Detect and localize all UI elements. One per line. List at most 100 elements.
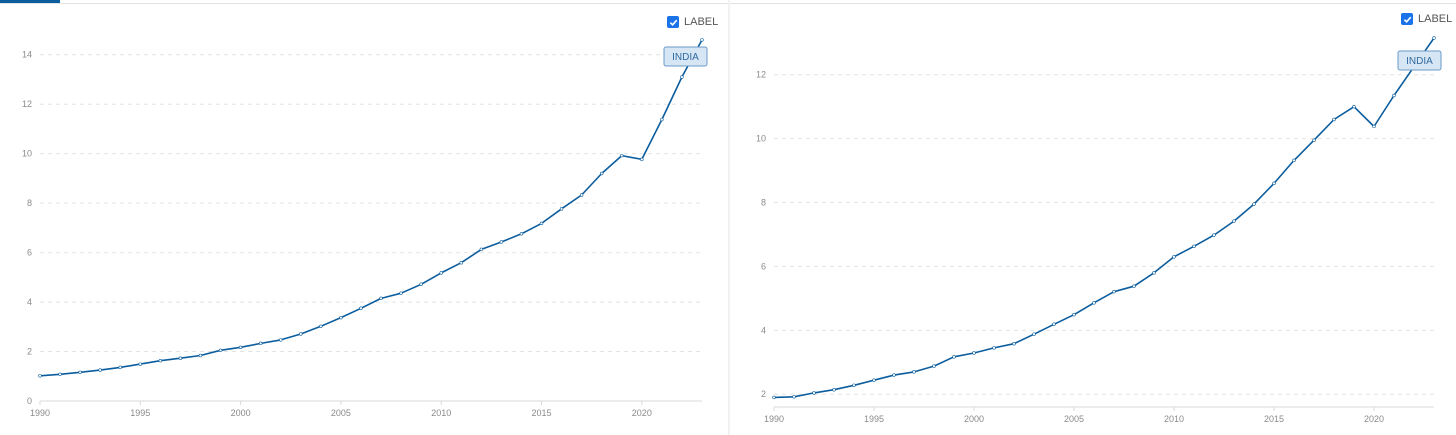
- panel-divider: [728, 0, 730, 435]
- x-tick-label: 2000: [231, 408, 251, 418]
- x-tick-label: 2005: [1064, 414, 1084, 424]
- data-point: [972, 351, 976, 355]
- data-point: [952, 355, 956, 359]
- x-tick-label: 2000: [964, 414, 984, 424]
- data-point: [1292, 158, 1296, 163]
- line-chart-right: 2 4 6 8 10 12 1990 1995 2000 2005 2010 2015 2020 INDI…: [756, 36, 1442, 424]
- label-checkbox[interactable]: [667, 16, 679, 28]
- data-point: [1332, 117, 1336, 122]
- line-chart-left: 0 2 4 6 8 10 12 14 1990 1995 2000 2005 2010 2015 2020 I…: [22, 38, 708, 418]
- data-point: [1172, 255, 1176, 259]
- label-toggle-text: LABEL: [684, 16, 719, 28]
- data-point: [1192, 244, 1196, 248]
- tab-bar-divider: [0, 3, 728, 4]
- y-tick-label: 6: [761, 261, 766, 271]
- data-point: [178, 356, 183, 360]
- series-tag: INDIA: [1397, 50, 1442, 71]
- chart-panel-right: LABEL 2 4 6 8 10 12 1990 1995 2000 2005 2010 2015 20…: [730, 0, 1456, 435]
- data-point: [479, 247, 484, 252]
- data-point: [1352, 104, 1356, 109]
- data-point: [198, 353, 203, 358]
- data-point: [1032, 332, 1036, 336]
- data-point: [992, 346, 996, 350]
- data-point: [58, 372, 62, 376]
- y-tick-label: 6: [27, 248, 32, 258]
- data-point: [579, 193, 584, 197]
- data-point: [1252, 202, 1256, 206]
- x-tick-label: 2015: [1264, 414, 1284, 424]
- series-tag: INDIA: [663, 46, 708, 67]
- y-tick-label: 12: [22, 99, 32, 109]
- y-tick-label: 2: [27, 347, 32, 357]
- x-tick-label: 2010: [431, 408, 451, 418]
- data-point: [812, 391, 816, 395]
- data-point: [78, 370, 82, 375]
- data-point: [932, 364, 936, 368]
- data-point: [359, 306, 363, 310]
- x-tick-label: 1995: [864, 414, 884, 424]
- data-point: [892, 373, 896, 377]
- data-point: [499, 240, 504, 244]
- label-toggle-text: LABEL: [1418, 13, 1453, 25]
- data-point: [1012, 342, 1016, 346]
- y-tick-label: 4: [27, 297, 32, 307]
- data-point: [872, 378, 876, 382]
- data-point: [1092, 301, 1096, 305]
- y-tick-label: 2: [761, 389, 766, 399]
- data-point: [439, 271, 443, 275]
- y-tick-label: 12: [756, 70, 766, 80]
- y-tick-label: 10: [22, 149, 32, 159]
- data-point: [852, 383, 856, 387]
- x-tick-label: 2015: [531, 408, 551, 418]
- data-point: [38, 374, 42, 378]
- series-line: [773, 37, 1435, 399]
- x-tick-label: 1990: [764, 414, 784, 424]
- x-tick-label: 2010: [1164, 414, 1184, 424]
- active-tab-indicator[interactable]: [0, 0, 60, 3]
- data-point: [1212, 233, 1216, 237]
- y-tick-label: 14: [22, 50, 32, 60]
- data-point: [1132, 284, 1136, 288]
- data-point: [118, 365, 122, 370]
- data-point: [1372, 124, 1376, 129]
- data-point: [1052, 322, 1056, 326]
- data-point: [792, 395, 796, 399]
- data-point: [138, 362, 143, 366]
- data-point: [258, 341, 263, 346]
- data-point: [539, 221, 544, 226]
- data-point: [1392, 93, 1396, 98]
- data-point: [299, 332, 303, 336]
- data-point: [912, 370, 916, 374]
- series-tag-box: [1397, 50, 1442, 71]
- data-point: [640, 157, 644, 162]
- data-point: [1152, 271, 1156, 275]
- data-point: [399, 291, 403, 295]
- data-point: [620, 153, 624, 158]
- data-point: [1432, 36, 1436, 40]
- data-point: [519, 232, 524, 236]
- series-tag-box: [663, 46, 708, 67]
- data-point: [419, 282, 423, 286]
- y-tick-label: 8: [761, 198, 766, 208]
- checkmark-icon: [669, 19, 677, 26]
- data-point: [1272, 181, 1276, 186]
- data-point: [319, 324, 323, 329]
- series-tag-text: INDIA: [1406, 56, 1433, 67]
- checkmark-icon: [1403, 16, 1411, 23]
- data-point: [238, 345, 243, 350]
- label-toggle[interactable]: LABEL: [667, 16, 718, 28]
- data-point: [559, 207, 564, 211]
- series-line: [39, 39, 703, 377]
- data-point: [680, 75, 684, 79]
- chart-panel-left: LABEL 0 2 4 6 8 10 12 14 1990 1995 2000 2005 2010 201…: [0, 0, 728, 418]
- data-point: [218, 348, 223, 352]
- x-tick-label: 2020: [632, 408, 652, 418]
- data-point: [599, 171, 604, 176]
- data-point: [1072, 312, 1076, 317]
- label-checkbox[interactable]: [1401, 13, 1413, 25]
- data-point: [1312, 138, 1316, 142]
- label-toggle[interactable]: LABEL: [1401, 13, 1452, 25]
- data-point: [660, 117, 664, 122]
- data-point: [98, 368, 102, 372]
- series-tag-text: INDIA: [672, 52, 699, 63]
